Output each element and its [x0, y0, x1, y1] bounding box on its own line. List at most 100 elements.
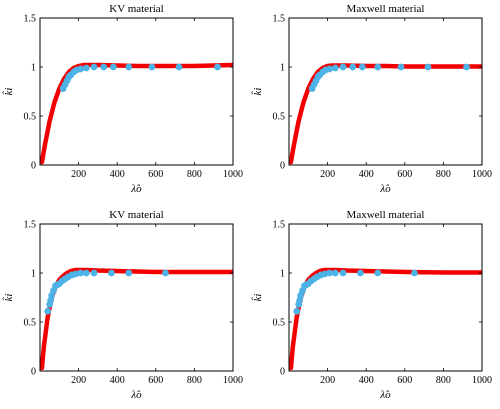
fit-curve-hit	[291, 270, 482, 368]
x-tick-label: 800	[187, 375, 202, 386]
x-tick-label: 1000	[472, 169, 492, 180]
y-axis-label: k̂i	[251, 294, 264, 302]
y-tick-label: 0	[31, 161, 36, 172]
x-tick-label: 400	[359, 169, 374, 180]
data-point	[357, 269, 364, 277]
data-point	[162, 269, 169, 277]
chart-title: KV material	[109, 3, 163, 15]
data-point	[148, 63, 156, 71]
data-point	[77, 65, 84, 73]
fit-curve-hit	[291, 66, 482, 163]
x-tick-label: 600	[148, 169, 163, 180]
y-tick-label: 1.5	[24, 14, 37, 25]
y-tick-label: 1	[280, 269, 285, 280]
chart-panel-4: Maxwell material 200 400 600 800 1000 0 0.5 1 1.5…	[251, 209, 492, 401]
data-point	[374, 63, 382, 71]
x-tick-label: 800	[436, 169, 451, 180]
x-axis-label: λ̂o	[379, 183, 391, 195]
x-tick-label: 600	[397, 169, 412, 180]
data-point	[82, 269, 90, 277]
x-tick-label: 200	[320, 169, 335, 180]
y-axis-label: k̂i	[251, 88, 264, 96]
fit-curve	[40, 267, 233, 371]
axes-frame	[288, 17, 483, 166]
x-tick-label: 200	[71, 375, 86, 386]
data-point	[358, 63, 366, 71]
y-tick-label: 0.5	[24, 318, 37, 329]
data-point	[374, 269, 382, 277]
fit-curve	[40, 62, 233, 165]
plot-area	[289, 267, 482, 371]
data-point	[397, 63, 405, 71]
y-tick-label: 0.5	[273, 112, 286, 123]
y-tick-label: 1	[280, 63, 285, 74]
chart-panel-2: Maxwell material 200 400 600 800 1000 0 0.5 1 1.5…	[251, 3, 492, 195]
data-point	[90, 63, 98, 71]
y-tick-label: 1.5	[24, 220, 37, 231]
y-tick-label: 0	[31, 367, 36, 378]
x-tick-label: 1000	[223, 169, 243, 180]
axes-frame	[288, 223, 483, 372]
data-point	[44, 307, 52, 315]
data-point	[293, 307, 301, 315]
plot-area	[40, 267, 233, 371]
data-point	[331, 64, 339, 72]
fit-curve	[289, 63, 482, 165]
fit-curve	[289, 267, 482, 371]
x-axis-label: λ̂o	[379, 389, 391, 401]
y-tick-label: 0.5	[24, 112, 37, 123]
x-tick-label: 400	[110, 375, 125, 386]
y-tick-label: 0.5	[273, 318, 286, 329]
data-point	[100, 63, 108, 71]
data-point	[349, 63, 357, 71]
data-point	[463, 63, 470, 71]
data-point	[109, 63, 117, 71]
chart-title: Maxwell material	[347, 3, 425, 15]
x-tick-label: 1000	[472, 375, 492, 386]
data-point	[339, 269, 347, 277]
data-point	[214, 63, 221, 71]
data-point	[90, 269, 98, 277]
y-tick-label: 0	[280, 367, 285, 378]
x-axis-label: λ̂o	[130, 389, 142, 401]
y-axis-label: k̂i	[2, 294, 15, 302]
y-axis-label: k̂i	[2, 88, 15, 96]
data-point	[175, 63, 183, 71]
axes-frame	[39, 17, 234, 166]
data-point	[411, 269, 418, 277]
data-point	[326, 65, 333, 73]
y-tick-label: 1.5	[273, 220, 286, 231]
x-tick-label: 200	[320, 375, 335, 386]
data-point	[77, 269, 84, 277]
y-tick-label: 1	[31, 269, 36, 280]
fit-curve-hit	[42, 270, 233, 368]
x-axis-label: λ̂o	[130, 183, 142, 195]
axes-frame	[39, 223, 234, 372]
x-tick-label: 600	[397, 375, 412, 386]
data-point	[82, 64, 90, 72]
y-tick-label: 1.5	[273, 14, 286, 25]
x-tick-label: 400	[110, 169, 125, 180]
x-tick-label: 800	[436, 375, 451, 386]
plot-area	[40, 62, 233, 165]
chart-panel-3: KV material 200 400 600 800 1000 0 0.5 1 1.5 λ̂o k̂…	[2, 209, 243, 401]
y-tick-label: 0	[280, 161, 285, 172]
chart-title: KV material	[109, 209, 163, 221]
x-tick-label: 200	[71, 169, 86, 180]
data-point	[331, 269, 339, 277]
x-tick-label: 400	[359, 375, 374, 386]
x-tick-label: 800	[187, 169, 202, 180]
x-tick-label: 600	[148, 375, 163, 386]
x-tick-label: 1000	[223, 375, 243, 386]
y-tick-label: 1	[31, 63, 36, 74]
data-point	[108, 269, 115, 277]
data-point	[424, 63, 432, 71]
plot-area	[289, 63, 482, 165]
data-point	[125, 269, 133, 277]
data-point	[339, 63, 347, 71]
data-point	[125, 63, 133, 71]
chart-panel-1: KV material 200 400 600 800 1000 0 0.5 1 1.5 λ̂o k̂…	[2, 3, 243, 195]
chart-title: Maxwell material	[347, 209, 425, 221]
data-point	[326, 269, 333, 277]
